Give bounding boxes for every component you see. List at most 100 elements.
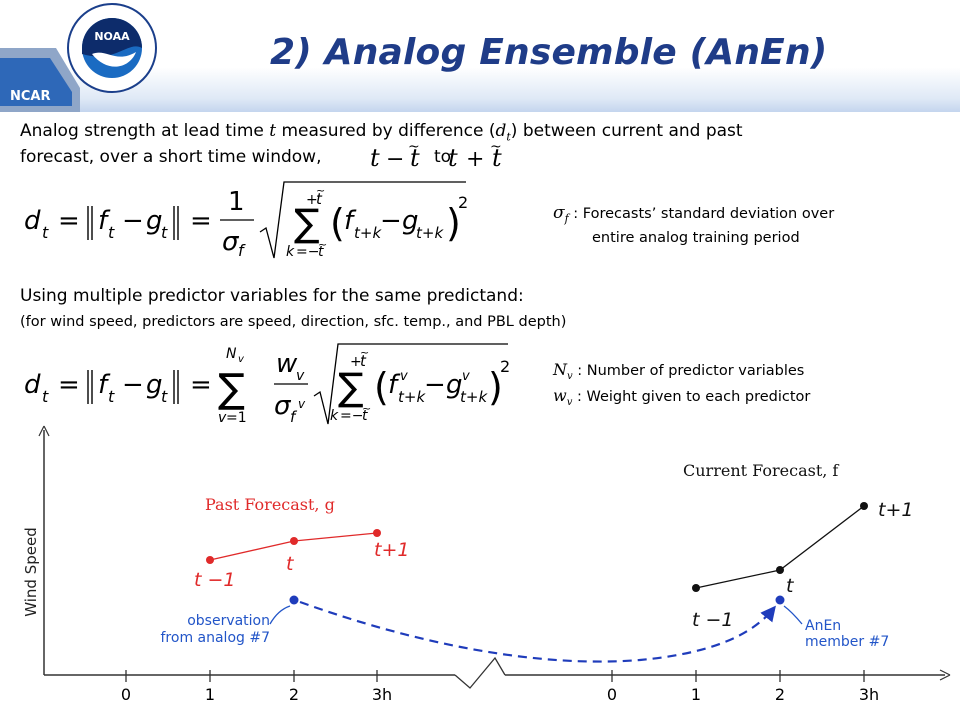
noaa-seal: NOAA xyxy=(67,3,157,93)
svg-text:t: t xyxy=(360,352,367,370)
sigma-note-line-2: entire analog training period xyxy=(592,230,800,246)
ncar-label: NCAR xyxy=(10,89,51,104)
svg-text:∑: ∑ xyxy=(338,365,364,409)
svg-text:v: v xyxy=(238,354,245,365)
svg-text:t+k: t+k xyxy=(416,224,444,242)
svg-text:~: ~ xyxy=(490,139,502,155)
left-tick-2: 2 xyxy=(289,685,299,704)
current-forecast-label: Current Forecast, f xyxy=(683,461,839,480)
past-forecast-label: Past Forecast, g xyxy=(205,495,335,514)
svg-text:t: t xyxy=(316,190,323,208)
current-label-t: t xyxy=(786,575,795,597)
current-point-tp1 xyxy=(860,502,868,510)
svg-text:(: ( xyxy=(330,201,345,245)
svg-text:~: ~ xyxy=(316,184,325,197)
svg-text:v: v xyxy=(298,397,306,411)
svg-text:g: g xyxy=(402,206,419,236)
svg-text:): ) xyxy=(488,365,503,409)
svg-text:v: v xyxy=(218,410,227,426)
formula-t-minus: t − t ~ xyxy=(370,139,420,172)
svg-text:w: w xyxy=(276,349,298,379)
past-label-tp1: t+1 xyxy=(374,539,409,561)
header-band xyxy=(0,0,960,112)
svg-text:k: k xyxy=(330,408,339,424)
left-tick-0: 0 xyxy=(121,685,131,704)
svg-text:t: t xyxy=(318,244,324,260)
svg-text:−: − xyxy=(380,206,402,236)
observation-label-1: observation xyxy=(187,613,270,629)
svg-text:f: f xyxy=(290,408,298,426)
past-label-tm1: t −1 xyxy=(194,569,236,591)
svg-text:t+k: t+k xyxy=(398,388,426,406)
svg-text:=: = xyxy=(190,206,212,236)
svg-text:∑: ∑ xyxy=(294,201,320,245)
svg-text:+: + xyxy=(350,354,362,370)
svg-text:t: t xyxy=(448,144,458,172)
formula-dt-single: d t = f t − g t = 1 σ f + t ~ ∑ k =− t ~… xyxy=(24,181,468,260)
svg-text:g: g xyxy=(146,370,163,400)
wv-note: wv : Weight given to each predictor xyxy=(553,386,811,408)
page-title: 2) Analog Ensemble (AnEn) xyxy=(270,32,828,73)
multi-line-2: (for wind speed, predictors are speed, d… xyxy=(20,314,567,330)
svg-text:1: 1 xyxy=(228,187,245,217)
svg-text:f: f xyxy=(238,241,246,260)
svg-text:): ) xyxy=(446,201,461,245)
svg-text:~: ~ xyxy=(362,402,371,415)
svg-text:=1: =1 xyxy=(226,410,247,426)
svg-text:σ: σ xyxy=(274,391,292,421)
multi-line-1: Using multiple predictor variables for t… xyxy=(20,286,524,306)
current-point-t xyxy=(776,566,784,574)
intro-line-1: Analog strength at lead time t measured … xyxy=(20,121,743,144)
svg-text:g: g xyxy=(446,370,463,400)
anen-member-point xyxy=(775,595,785,605)
svg-text:=: = xyxy=(58,206,80,236)
formula-dt-multi: d t = f t − g t = N v ∑ v =1 w v σ f v +… xyxy=(24,343,510,426)
current-forecast-line xyxy=(695,505,865,589)
right-tick-2: 2 xyxy=(775,685,785,704)
svg-text:d: d xyxy=(24,370,41,400)
intro-to: to xyxy=(434,147,452,167)
svg-text:2: 2 xyxy=(500,357,510,376)
svg-text:~: ~ xyxy=(408,139,420,155)
right-tick-3: 3h xyxy=(859,685,879,704)
svg-text:~: ~ xyxy=(360,346,369,359)
current-point-tm1 xyxy=(692,584,700,592)
svg-text:t: t xyxy=(108,223,115,242)
right-tick-0: 0 xyxy=(607,685,617,704)
svg-text:−: − xyxy=(386,147,404,172)
left-tick-1: 1 xyxy=(205,685,215,704)
svg-text:t: t xyxy=(42,223,49,242)
svg-text:N: N xyxy=(226,346,237,362)
svg-text:−: − xyxy=(122,206,144,236)
svg-text:t: t xyxy=(362,408,368,424)
svg-text:σ: σ xyxy=(222,227,240,257)
past-label-t: t xyxy=(286,553,295,575)
svg-text:∑: ∑ xyxy=(218,366,245,412)
anen-label-2: member #7 xyxy=(805,634,889,650)
observation-point xyxy=(289,595,299,605)
svg-text:t: t xyxy=(161,223,168,242)
svg-text:t+k: t+k xyxy=(460,388,488,406)
svg-text:t: t xyxy=(370,144,380,172)
observation-label-2: from analog #7 xyxy=(161,630,271,646)
left-tick-3: 3h xyxy=(372,685,392,704)
svg-text:=−: =− xyxy=(340,408,363,424)
svg-text:+: + xyxy=(466,147,484,172)
past-point-tm1 xyxy=(206,556,214,564)
right-tick-1: 1 xyxy=(691,685,701,704)
svg-text:+: + xyxy=(306,192,318,208)
svg-text:t: t xyxy=(108,387,115,406)
noaa-label: NOAA xyxy=(94,30,130,43)
svg-text:v: v xyxy=(400,369,408,384)
anen-label-1: AnEn xyxy=(805,618,841,634)
analog-diagram: Wind Speed 0 1 2 3h 0 1 2 3h Past Foreca… xyxy=(22,425,951,704)
svg-text:t: t xyxy=(161,387,168,406)
svg-text:2: 2 xyxy=(458,193,468,212)
svg-text:t: t xyxy=(410,144,420,172)
svg-text:v: v xyxy=(296,368,305,384)
svg-text:~: ~ xyxy=(318,238,327,251)
sigma-note-line-1: σf : Forecasts’ standard deviation over xyxy=(553,203,835,225)
current-label-tp1: t+1 xyxy=(878,499,913,521)
past-point-tp1 xyxy=(373,529,381,537)
svg-text:(: ( xyxy=(374,365,389,409)
